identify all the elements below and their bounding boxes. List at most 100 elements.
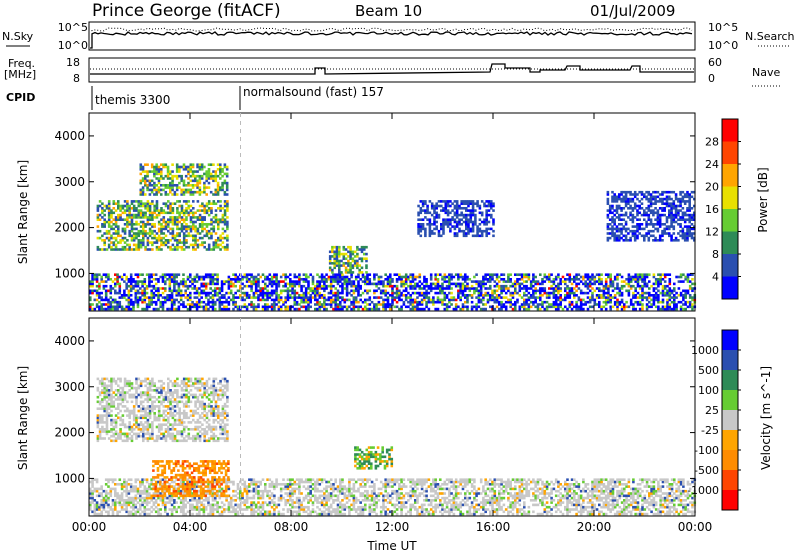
echo-cell xyxy=(668,211,671,215)
echo-cell xyxy=(430,229,434,233)
echo-cell xyxy=(102,508,106,511)
echo-cell xyxy=(144,245,147,249)
echo-cell xyxy=(557,305,560,309)
echo-cell xyxy=(144,174,147,178)
echo-cell xyxy=(468,289,472,293)
echo-cell xyxy=(343,287,347,290)
echo-cell xyxy=(205,229,209,233)
echo-cell xyxy=(334,273,337,276)
echo-cell xyxy=(334,298,337,302)
echo-cell xyxy=(176,211,179,215)
echo-cell xyxy=(360,259,364,263)
echo-cell xyxy=(638,300,642,304)
echo-cell xyxy=(395,280,399,283)
echo-cell xyxy=(93,278,97,281)
echo-cell xyxy=(657,284,660,288)
echo-cell xyxy=(105,232,109,235)
echo-cell xyxy=(498,296,501,299)
echo-cell xyxy=(152,300,156,304)
echo-cell xyxy=(107,202,111,205)
echo-cell xyxy=(101,234,104,238)
echo-cell xyxy=(366,289,369,293)
echo-cell xyxy=(489,294,492,297)
echo-cell xyxy=(398,298,401,302)
echo-cell xyxy=(404,294,408,297)
echo-cell xyxy=(173,278,176,281)
echo-cell xyxy=(600,280,603,283)
echo-cell xyxy=(379,291,383,295)
echo-cell xyxy=(458,218,461,221)
echo-cell xyxy=(214,179,218,183)
echo-cell xyxy=(209,273,212,276)
echo-cell xyxy=(491,298,494,302)
echo-cell xyxy=(693,211,696,215)
echo-cell xyxy=(471,227,475,231)
echo-cell xyxy=(460,218,463,221)
echo-cell xyxy=(127,510,131,514)
echo-cell xyxy=(212,245,216,249)
colorbar-tick-label: 4 xyxy=(712,271,719,284)
echo-cell xyxy=(677,239,680,242)
echo-cell xyxy=(492,204,495,208)
echo-cell xyxy=(679,280,683,283)
echo-cell xyxy=(103,241,106,244)
echo-cell xyxy=(110,213,113,217)
echo-cell xyxy=(641,287,644,290)
echo-cell xyxy=(168,289,172,293)
echo-cell xyxy=(291,280,294,283)
echo-cell xyxy=(620,307,624,311)
echo-cell xyxy=(168,273,172,276)
echo-cell xyxy=(470,305,474,309)
echo-cell xyxy=(121,207,125,210)
echo-cell xyxy=(184,168,188,171)
echo-cell xyxy=(493,284,497,288)
echo-cell xyxy=(191,179,195,183)
echo-cell xyxy=(411,303,415,306)
echo-cell xyxy=(633,236,637,240)
echo-cell xyxy=(449,200,452,203)
echo-cell xyxy=(674,207,678,210)
echo-cell xyxy=(200,174,204,178)
echo-cell xyxy=(627,280,631,283)
echo-cell xyxy=(677,200,680,203)
echo-cell xyxy=(625,289,628,293)
echo-cell xyxy=(620,232,623,235)
echo-cell xyxy=(461,294,465,297)
echo-cell xyxy=(143,496,147,500)
echo-cell xyxy=(338,264,341,267)
echo-cell xyxy=(643,234,646,238)
echo-cell xyxy=(93,307,97,311)
echo-cell xyxy=(98,200,102,203)
echo-cell xyxy=(634,296,637,299)
echo-cell xyxy=(652,273,656,276)
echo-cell xyxy=(218,303,222,306)
echo-cell xyxy=(166,496,169,500)
echo-cell xyxy=(128,209,131,212)
echo-cell xyxy=(103,209,106,212)
echo-cell xyxy=(105,236,109,240)
echo-cell xyxy=(485,223,488,226)
echo-cell xyxy=(191,487,194,491)
echo-cell xyxy=(216,287,219,290)
echo-cell xyxy=(444,202,448,205)
echo-cell xyxy=(688,216,691,219)
echo-cell xyxy=(257,284,260,288)
echo-cell xyxy=(529,284,533,288)
echo-cell xyxy=(116,496,119,500)
echo-cell xyxy=(693,236,696,240)
echo-cell xyxy=(167,241,170,244)
echo-cell xyxy=(127,298,131,302)
echo-cell xyxy=(216,168,220,171)
echo-cell xyxy=(645,298,649,302)
echo-cell xyxy=(443,291,447,295)
echo-cell xyxy=(218,291,222,295)
echo-cell xyxy=(171,163,174,166)
echo-cell xyxy=(445,294,449,297)
echo-cell xyxy=(327,296,331,299)
echo-cell xyxy=(175,188,179,192)
echo-cell xyxy=(643,236,646,240)
echo-cell xyxy=(111,480,115,484)
echo-cell xyxy=(170,296,174,299)
echo-cell xyxy=(484,291,487,295)
echo-cell xyxy=(241,296,244,299)
